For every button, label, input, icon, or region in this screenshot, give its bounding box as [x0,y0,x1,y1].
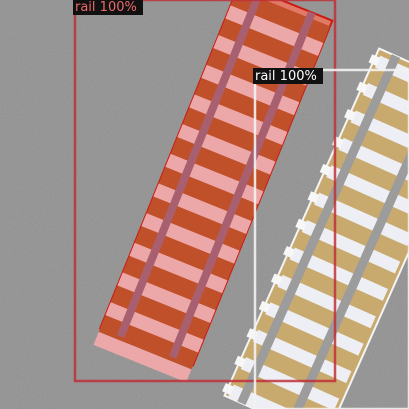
detection-label-2: rail 100% [255,69,317,84]
rail-2-clip [368,54,381,67]
rail-2-ties [228,55,409,409]
rail-2-clip [222,383,234,395]
rail-1-right-rail [168,10,316,359]
rail-2-clip [234,355,247,368]
rail-2-tie [313,192,409,247]
rail-2-clip [344,109,356,121]
rail-2-tie [228,384,328,409]
rail-2-tie [301,220,401,274]
detection-label-2-bg [253,68,323,84]
rail-2-fasteners [222,54,381,395]
rail-2-tie [277,274,376,329]
rail-2-clip [295,218,308,231]
rail-2-tie [252,329,352,384]
rail-1-left-rail [116,0,264,338]
rail-2-clip [356,81,369,94]
rail-2-tie [240,357,340,409]
detection-box-1 [73,0,337,383]
rail-2-left-rail [237,54,401,406]
rail-2-tie [350,110,409,164]
rail-2-clip [307,191,320,204]
rail-2-tie [338,137,409,192]
rail-2-clip [319,163,332,176]
rail-2-tie [326,165,409,219]
detection-box-2 [253,68,409,409]
rail-2-tie [362,83,409,137]
rail-2-clip [283,246,295,258]
rail-1-gap [93,331,192,383]
rail-2-clip [258,300,271,313]
rail-2-tie [289,247,389,301]
detection-label-1-bg [73,0,143,15]
detection-label-1: rail 100% [75,0,137,15]
rail-2-clip [270,273,283,286]
rail-2-tie [265,302,364,356]
